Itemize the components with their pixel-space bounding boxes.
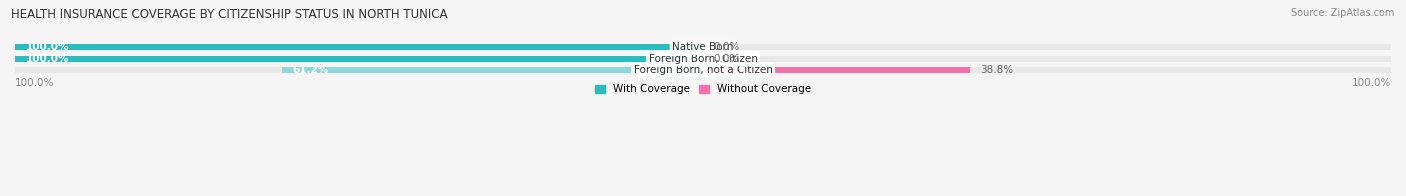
Bar — [15, 67, 1391, 73]
Text: HEALTH INSURANCE COVERAGE BY CITIZENSHIP STATUS IN NORTH TUNICA: HEALTH INSURANCE COVERAGE BY CITIZENSHIP… — [11, 8, 447, 21]
Text: 100.0%: 100.0% — [25, 42, 69, 52]
Text: 100.0%: 100.0% — [1351, 78, 1391, 88]
Text: Native Born: Native Born — [672, 42, 734, 52]
Bar — [15, 44, 1391, 50]
Text: Source: ZipAtlas.com: Source: ZipAtlas.com — [1291, 8, 1395, 18]
Bar — [15, 44, 703, 50]
Text: Foreign Born, not a Citizen: Foreign Born, not a Citizen — [634, 65, 772, 75]
Text: 100.0%: 100.0% — [25, 54, 69, 64]
Text: 0.0%: 0.0% — [713, 54, 740, 64]
Bar — [703, 67, 970, 73]
Text: Foreign Born, Citizen: Foreign Born, Citizen — [648, 54, 758, 64]
Bar — [283, 67, 703, 73]
Text: 61.2%: 61.2% — [292, 65, 329, 75]
Text: 38.8%: 38.8% — [980, 65, 1014, 75]
Text: 100.0%: 100.0% — [15, 78, 55, 88]
Legend: With Coverage, Without Coverage: With Coverage, Without Coverage — [595, 84, 811, 94]
Text: 0.0%: 0.0% — [713, 42, 740, 52]
Bar — [15, 56, 703, 62]
Bar — [15, 56, 1391, 62]
